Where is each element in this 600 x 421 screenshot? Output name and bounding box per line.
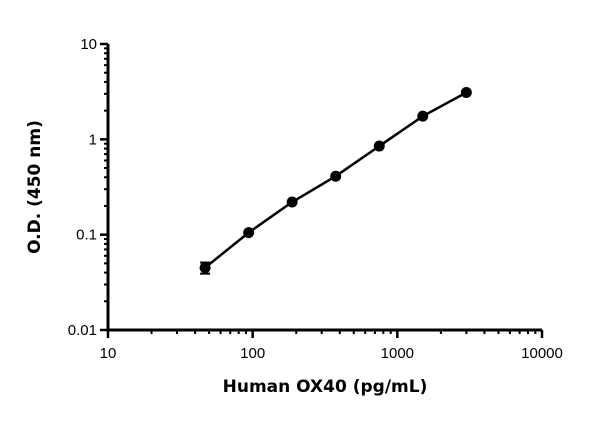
x-axis-tick-labels: 10 100 1000 10000 (100, 345, 563, 362)
data-points (199, 86, 472, 274)
data-point (417, 110, 429, 122)
x-tick-label: 10000 (521, 345, 563, 362)
data-point (243, 227, 255, 239)
data-point (286, 196, 298, 208)
y-tick-label: 0.01 (68, 322, 97, 339)
x-tick-label: 1000 (381, 345, 414, 362)
data-point (330, 170, 342, 182)
y-axis-tick-labels: 0.01 0.1 1 10 (68, 36, 97, 339)
x-tick-label: 100 (240, 345, 265, 362)
y-tick-label: 0.1 (76, 227, 97, 244)
y-tick-label: 10 (80, 36, 97, 53)
y-axis-title: O.D. (450 nm) (25, 120, 45, 254)
data-point (460, 86, 472, 98)
x-tick-label: 10 (100, 345, 117, 362)
data-point (373, 140, 385, 152)
error-bars (200, 90, 472, 275)
data-point (199, 262, 211, 274)
x-axis-title: Human OX40 (pg/mL) (223, 377, 428, 397)
y-tick-label: 1 (89, 131, 97, 148)
